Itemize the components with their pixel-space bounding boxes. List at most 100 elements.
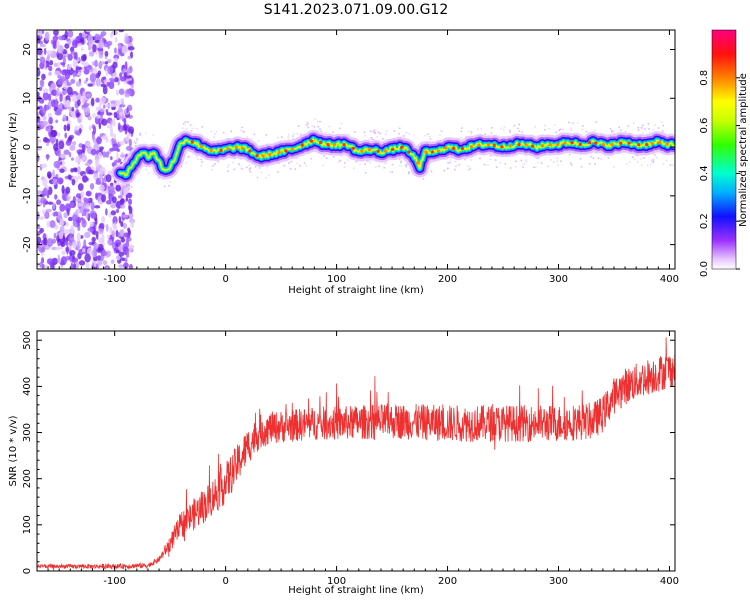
noise-blob [76, 208, 81, 213]
noise-blob [60, 61, 66, 66]
noise-blob [94, 39, 101, 44]
noise-blob [41, 107, 47, 116]
snr-x-tick-label: 300 [549, 576, 568, 587]
halo-dot [570, 127, 573, 130]
noise-blob [51, 262, 55, 269]
halo-dot [354, 160, 357, 163]
halo-dot [553, 161, 555, 164]
noise-blob [37, 225, 41, 229]
halo-dot [656, 156, 658, 159]
noise-blob [113, 247, 118, 252]
noise-blob [81, 143, 86, 153]
noise-blob [87, 34, 94, 45]
ridge-peak [240, 146, 244, 150]
halo-dot [305, 165, 307, 167]
noise-blob [115, 208, 120, 214]
noise-blob [101, 250, 108, 257]
halo-dot [650, 163, 652, 166]
noise-blob [37, 47, 43, 56]
halo-dot [183, 122, 185, 125]
halo-dot [402, 134, 404, 137]
halo-dot [662, 130, 664, 132]
noise-blob [99, 146, 105, 150]
noise-blob [112, 216, 118, 225]
noise-blob [95, 158, 100, 166]
halo-dot [322, 164, 324, 167]
halo-dot [385, 130, 388, 132]
noise-blob [113, 133, 117, 140]
halo-dot [447, 167, 449, 170]
noise-blob [118, 30, 125, 33]
halo-dot [316, 120, 319, 123]
halo-dot [136, 140, 138, 142]
noise-blob [37, 236, 42, 245]
snr-panel: -100 0 100 200 300 400 0 100 200 300 400 500 Height… [8, 330, 679, 596]
noise-blob [90, 148, 97, 156]
noise-blob [37, 138, 41, 144]
noise-blob [128, 263, 133, 269]
halo-dot [592, 157, 595, 159]
halo-dot [277, 136, 279, 139]
noise-blob [70, 262, 74, 269]
halo-dot [408, 132, 410, 135]
noise-blob [53, 160, 61, 169]
halo-dot [391, 163, 394, 166]
ridge-peak [248, 149, 252, 153]
noise-blob [104, 55, 108, 60]
ridge-peak [342, 143, 346, 147]
noise-blob [50, 129, 57, 138]
halo-dot [509, 167, 512, 169]
ridge-peak [261, 154, 265, 158]
noise-blob [128, 138, 132, 148]
halo-dot [319, 128, 321, 130]
spec-y-tick-label: 20 [22, 43, 33, 56]
halo-dot [654, 124, 657, 126]
halo-dot [364, 134, 366, 137]
halo-dot [581, 128, 583, 131]
halo-dot [556, 157, 558, 159]
noise-blob [122, 187, 129, 196]
ridge-peak [268, 152, 272, 157]
noise-blob [83, 208, 87, 217]
noise-blob [64, 71, 71, 80]
halo-dot [480, 128, 482, 130]
halo-dot [627, 125, 629, 127]
noise-blob [59, 217, 65, 226]
halo-dot [337, 161, 340, 163]
halo-dot [487, 164, 489, 166]
halo-dot [513, 125, 516, 127]
halo-dot [296, 162, 298, 165]
noise-blob [39, 56, 46, 64]
halo-dot [299, 164, 301, 167]
halo-dot [310, 157, 312, 160]
noise-blob [99, 166, 106, 175]
halo-dot [579, 158, 582, 160]
ridge-peak [645, 143, 649, 147]
halo-dot [648, 132, 651, 134]
halo-dot [464, 158, 466, 161]
halo-dot [152, 173, 155, 175]
noise-blob [74, 130, 81, 136]
halo-dot [424, 134, 426, 137]
ridge-peak [290, 147, 294, 152]
noise-blob [64, 203, 71, 213]
halo-dot [470, 159, 472, 161]
noise-blob [108, 185, 115, 194]
halo-dot [217, 160, 219, 163]
noise-blob [64, 30, 69, 39]
noise-blob [110, 79, 116, 83]
noise-blob [99, 222, 105, 229]
noise-blob [46, 153, 49, 161]
halo-dot [570, 164, 573, 166]
halo-dot [133, 141, 136, 143]
halo-dot [537, 161, 539, 164]
noise-blob [85, 262, 90, 269]
noise-blob [78, 154, 83, 160]
halo-dot [214, 163, 216, 165]
noise-blob [48, 71, 52, 76]
halo-dot [632, 122, 635, 124]
noise-blob [72, 72, 77, 77]
noise-blob [99, 108, 105, 113]
ridge-peak [351, 146, 355, 150]
halo-dot [633, 158, 636, 161]
